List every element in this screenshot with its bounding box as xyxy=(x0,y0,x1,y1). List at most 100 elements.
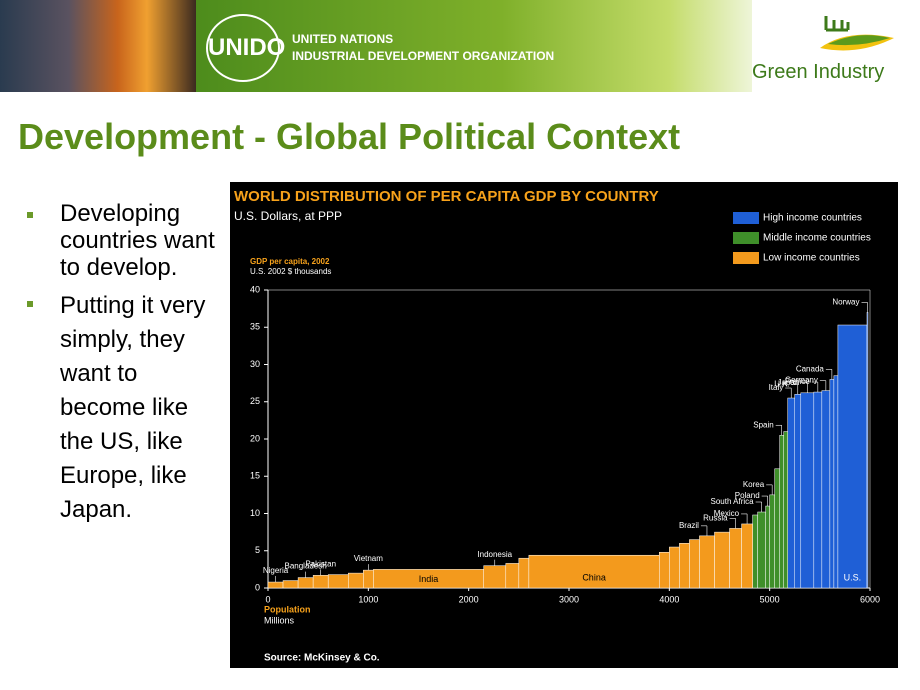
legend-label: Middle income countries xyxy=(763,233,871,244)
legend-swatch xyxy=(733,252,759,264)
annotation: U.K. xyxy=(774,379,790,388)
legend-swatch xyxy=(733,232,759,244)
x-tick-label: 0 xyxy=(265,594,270,604)
legend-swatch xyxy=(733,212,759,224)
bar xyxy=(787,397,796,589)
bar xyxy=(774,468,780,589)
annotation: Pakistan xyxy=(305,559,336,568)
bar xyxy=(757,511,766,589)
bar xyxy=(741,523,753,589)
annotation: Poland xyxy=(735,491,760,500)
y-axis-label: GDP per capita, 2002 xyxy=(250,257,330,266)
bar xyxy=(282,580,299,589)
y-tick-label: 5 xyxy=(255,545,260,555)
org-name: UNITED NATIONS xyxy=(292,32,394,46)
annotation: Bangladesh xyxy=(284,562,326,571)
logo: UNIDO xyxy=(206,14,285,82)
y-tick-label: 40 xyxy=(250,284,260,294)
legend-label: Low income countries xyxy=(763,253,860,264)
x-tick-label: 2000 xyxy=(459,594,479,604)
bar xyxy=(769,494,775,589)
bullet-list: Developing countries want to develop. Pu… xyxy=(22,200,225,527)
bar xyxy=(699,535,715,589)
y-tick-label: 20 xyxy=(250,433,260,443)
bar xyxy=(669,546,680,589)
org-name: INDUSTRIAL DEVELOPMENT ORGANIZATION xyxy=(292,49,555,63)
banner: UNIDO UNITED NATIONS INDUSTRIAL DEVELOPM… xyxy=(0,0,920,92)
bar xyxy=(866,312,869,589)
annotation: France xyxy=(785,377,810,386)
brand-icon xyxy=(820,16,894,51)
chart-title: WORLD DISTRIBUTION OF PER CAPITA GDP BY … xyxy=(234,188,659,205)
annotation: Japan xyxy=(777,378,799,387)
y-tick-label: 35 xyxy=(250,322,260,332)
bar xyxy=(679,543,690,589)
annotation: Italy xyxy=(769,383,784,392)
bar xyxy=(348,572,364,589)
bar xyxy=(765,505,770,589)
bar xyxy=(821,390,831,589)
bar xyxy=(483,565,507,589)
bar xyxy=(779,435,784,589)
slide-title: Development - Global Political Context xyxy=(18,116,681,157)
bar xyxy=(794,394,802,589)
x-tick-label: 6000 xyxy=(860,594,880,604)
legend-label: High income countries xyxy=(763,213,862,224)
banner-photo xyxy=(0,0,196,92)
bar xyxy=(752,514,758,589)
bar xyxy=(363,569,374,589)
annotation: South Africa xyxy=(710,497,754,506)
bar xyxy=(833,375,839,589)
bar xyxy=(518,557,530,589)
annotation: Mexico xyxy=(714,509,740,518)
bar xyxy=(689,539,700,589)
bar xyxy=(800,392,815,589)
bar xyxy=(714,531,730,589)
x-tick-label: 4000 xyxy=(659,594,679,604)
annotation: Nigeria xyxy=(263,566,289,575)
y-tick-label: 10 xyxy=(250,508,260,518)
source: Source: McKinsey & Co. xyxy=(264,653,380,664)
chart: WORLD DISTRIBUTION OF PER CAPITA GDP BY … xyxy=(230,182,898,668)
x-tick-label: 3000 xyxy=(559,594,579,604)
bar xyxy=(267,581,284,589)
bullet: Developing countries want to develop. xyxy=(22,200,215,281)
x-tick-label: 5000 xyxy=(760,594,780,604)
annotation: Russia xyxy=(703,514,728,523)
bar xyxy=(312,575,329,589)
bar xyxy=(505,563,520,589)
bar xyxy=(729,528,742,589)
bar xyxy=(813,391,823,589)
chart-subtitle: U.S. Dollars, at PPP xyxy=(234,209,342,223)
bar xyxy=(659,551,670,589)
banner-band xyxy=(196,0,752,92)
bullet: Putting it very simply, they want to bec… xyxy=(22,289,225,527)
y-tick-label: 0 xyxy=(255,582,260,592)
x-tick-label: 1000 xyxy=(358,594,378,604)
annotation: Germany xyxy=(785,376,818,385)
bar xyxy=(327,574,349,589)
y-tick-label: 30 xyxy=(250,359,260,369)
annotation: Korea xyxy=(743,480,765,489)
y-tick-label: 15 xyxy=(250,471,260,481)
y-tick-label: 25 xyxy=(250,396,260,406)
annotation: Vietnam xyxy=(354,554,384,563)
bar xyxy=(528,554,660,589)
annotation: Spain xyxy=(753,420,773,429)
brand: Green Industry xyxy=(752,61,885,83)
annotation: Canada xyxy=(796,365,825,374)
bar xyxy=(783,431,788,589)
annotation: Brazil xyxy=(679,521,699,530)
bar xyxy=(829,379,835,589)
x-axis-unit: Millions xyxy=(264,615,295,625)
annotation: Indonesia xyxy=(477,550,512,559)
annotation: China xyxy=(582,572,606,582)
annotation: India xyxy=(419,574,439,584)
annotation: Norway xyxy=(832,297,859,306)
bar xyxy=(837,324,868,589)
x-axis-label: Population xyxy=(264,604,311,614)
y-axis-unit: U.S. 2002 $ thousands xyxy=(250,267,331,276)
annotation: U.S. xyxy=(844,572,862,582)
bar xyxy=(297,577,314,589)
